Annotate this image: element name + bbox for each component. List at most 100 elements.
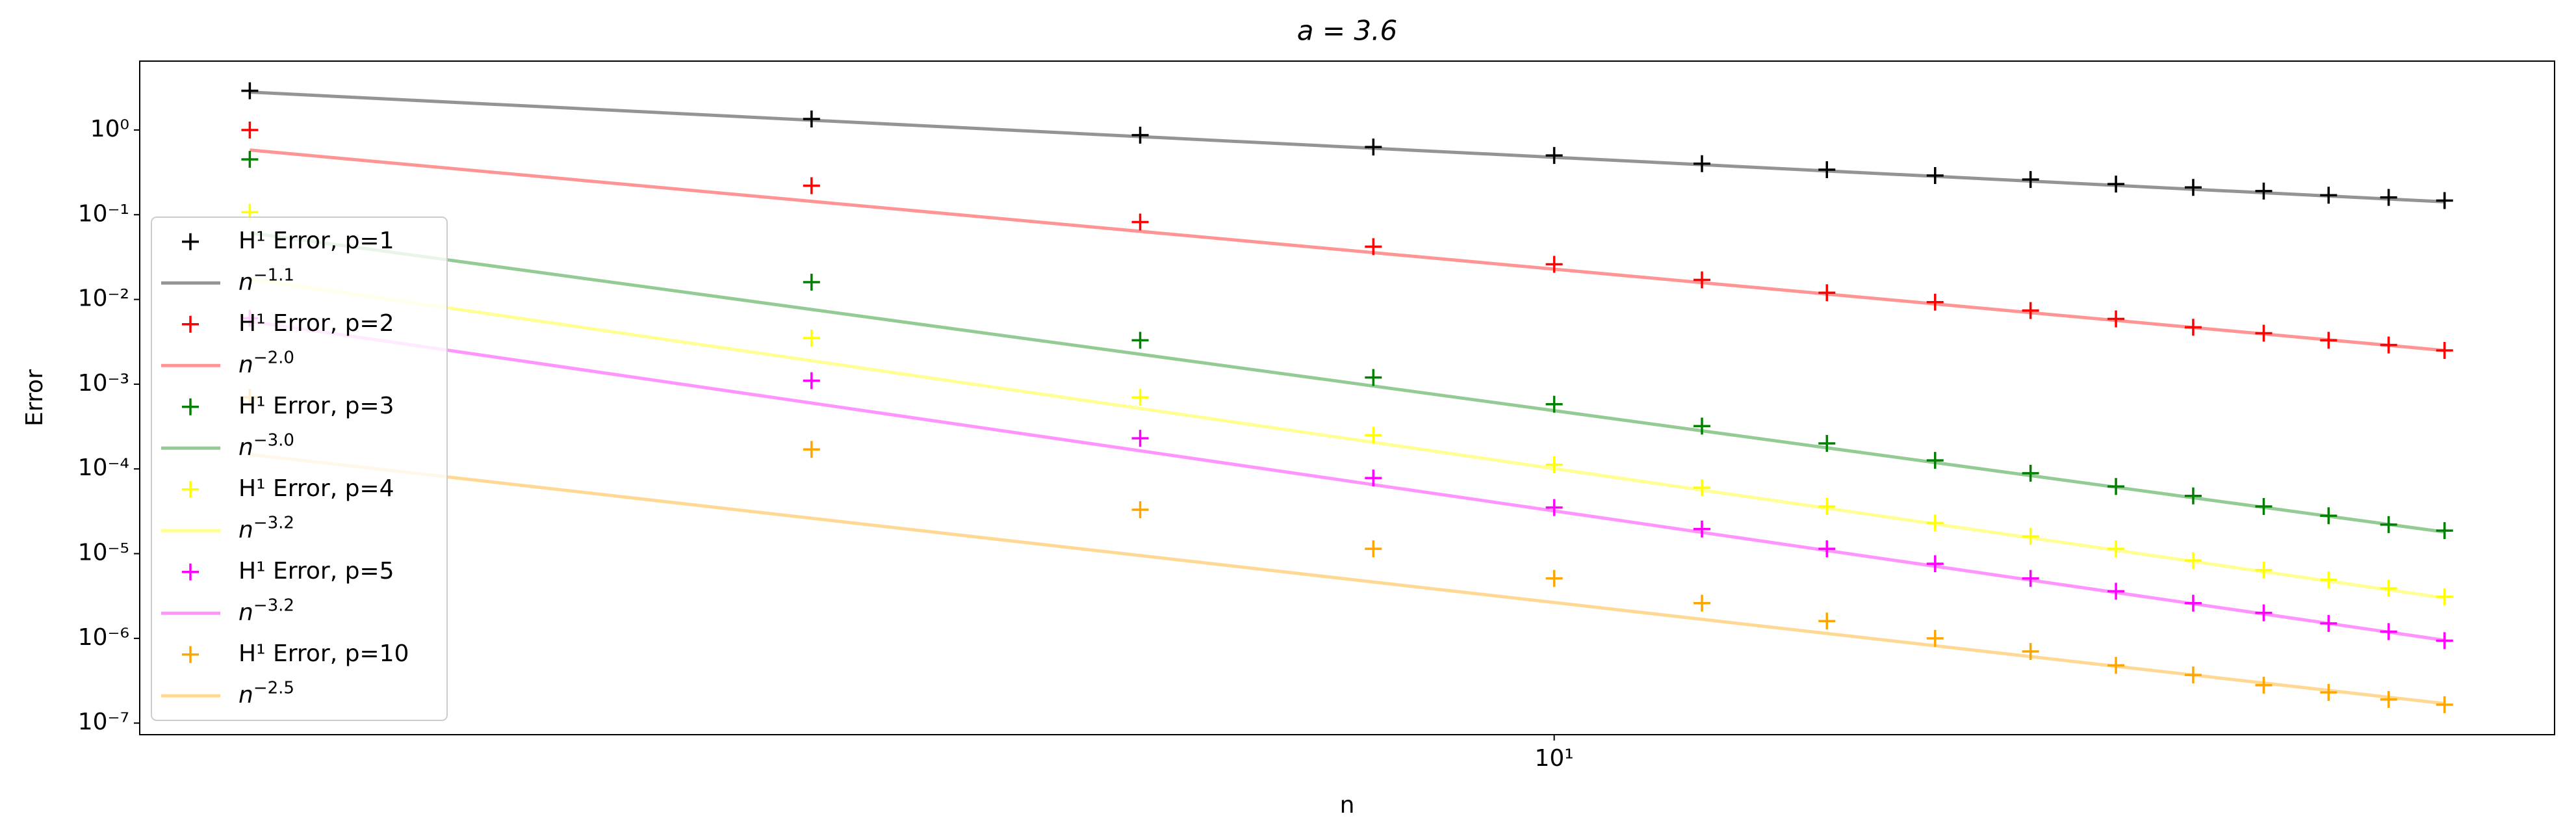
data-point [2320,507,2338,525]
data-point [1365,427,1382,444]
data-point [1926,629,1944,647]
legend-marker [182,480,199,498]
legend-label: n−3.2 [238,596,294,626]
data-point [2107,540,2125,558]
data-point [2380,623,2397,640]
data-point [2022,171,2039,189]
legend-marker [182,646,199,663]
data-point [2184,594,2202,612]
legend-marker [182,398,199,415]
data-point [2255,561,2273,579]
data-point [2380,690,2397,708]
data-point [1131,389,1149,406]
legend-marker [182,315,199,333]
legend-label: n−2.0 [238,348,294,378]
legend-label: n−3.0 [238,430,294,461]
y-axis-label: Error [21,369,48,427]
data-point [1365,540,1382,558]
data-point [2320,571,2338,588]
data-point [241,82,259,99]
data-point [2107,478,2125,495]
data-point [803,110,820,127]
data-point [1818,612,1836,630]
y-tick-label: 10⁻¹ [78,200,129,227]
legend: H¹ Error, p=1 n−1.1 H¹ Error, p=2 n−2.0 H¹ E… [151,217,448,721]
data-point [803,372,820,389]
y-tick-label: 10⁻³ [78,370,129,397]
data-point [1818,540,1836,558]
data-point [2107,176,2125,193]
data-point [2022,527,2039,545]
data-point [1131,332,1149,349]
legend-label: H¹ Error, p=4 [238,475,394,502]
data-point [2320,684,2338,702]
data-point [1926,167,1944,185]
data-point [2107,657,2125,674]
data-point [2436,342,2453,360]
data-point [2184,552,2202,570]
data-point [2255,324,2273,342]
data-point [2380,516,2397,533]
data-point [2184,666,2202,684]
data-point [2436,588,2453,605]
data-point [1926,293,1944,311]
data-point [1365,369,1382,386]
data-point [1545,570,1563,587]
data-point [2255,182,2273,200]
data-point [1545,395,1563,413]
data-point [1694,417,1710,435]
data-point [2320,614,2338,632]
data-point [1545,147,1563,164]
data-point [1694,155,1710,172]
data-point [2436,192,2453,209]
data-point [2107,310,2125,328]
data-point [1694,271,1710,289]
data-point [1818,498,1836,516]
y-tick-label: 10⁻⁵ [78,540,129,566]
data-point [2380,579,2397,597]
x-axis-label: n [1340,792,1355,819]
fit-line [250,148,2445,352]
legend-label: H¹ Error, p=3 [238,393,394,419]
legend-label: H¹ Error, p=1 [238,228,394,254]
legend-label: n−2.5 [238,678,294,709]
data-point [803,273,820,291]
data-point [2320,332,2338,349]
data-point [2436,522,2453,540]
fit-line [250,231,2445,534]
data-point [1694,520,1710,538]
data-point [2022,464,2039,482]
data-point [1926,555,1944,573]
data-point [1131,430,1149,447]
data-point [2320,187,2338,204]
data-point [2380,336,2397,354]
legend-label: H¹ Error, p=10 [238,640,409,667]
data-point [1694,594,1710,612]
data-point [803,177,820,194]
fit-line [250,90,2445,203]
data-point [241,151,259,168]
data-point [1926,452,1944,469]
legend-box [151,217,448,721]
legend-label: H¹ Error, p=2 [238,310,394,337]
legend-marker [182,563,199,581]
y-tick-label: 10⁻² [78,285,129,312]
data-point [1926,514,1944,532]
data-point [2255,604,2273,622]
chart-title: a = 3.6 [1297,15,1397,47]
data-point [2436,632,2453,650]
data-point [2184,179,2202,196]
data-point [1131,501,1149,518]
fit-line [250,453,2445,705]
data-point [2255,498,2273,516]
data-point [1818,161,1836,178]
legend-label: H¹ Error, p=5 [238,558,394,584]
data-point [2022,302,2039,319]
fit-line [250,277,2445,600]
x-tick-label: 10¹ [1534,745,1573,772]
legend-marker [182,233,199,250]
data-point [2184,487,2202,505]
data-point [1545,499,1563,516]
y-tick-label: 10⁻⁴ [78,454,129,481]
data-point [1131,126,1149,144]
